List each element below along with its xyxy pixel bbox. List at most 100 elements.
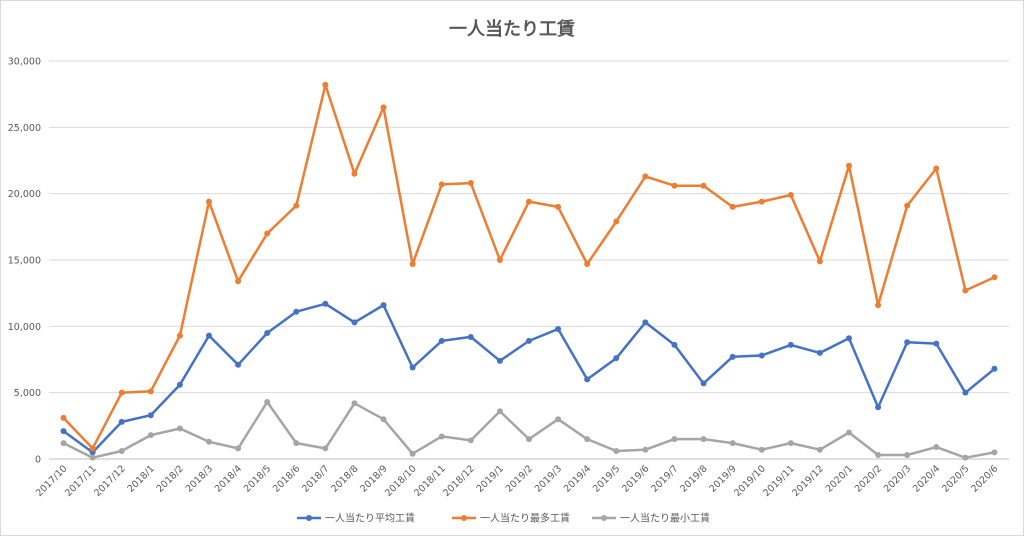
data-point [875, 404, 882, 411]
data-point [322, 81, 329, 88]
data-point [206, 438, 212, 445]
data-point [467, 333, 474, 340]
data-point [118, 448, 125, 455]
data-point [147, 412, 154, 419]
legend-marker [461, 515, 467, 521]
x-tick-label: 2020/1 [824, 463, 855, 494]
data-point [409, 364, 416, 371]
y-tick-label: 25,000 [8, 123, 41, 134]
data-point [322, 300, 329, 307]
data-point [875, 302, 882, 309]
data-point [526, 337, 532, 344]
data-point [584, 260, 591, 267]
data-point [526, 198, 532, 205]
data-point [729, 353, 736, 360]
data-point [846, 429, 852, 436]
data-point [816, 258, 823, 265]
data-point [787, 440, 794, 447]
data-point [671, 341, 678, 348]
data-point [293, 440, 300, 447]
x-tick-label: 2018/5 [242, 463, 273, 494]
data-point [846, 335, 852, 342]
data-point [60, 428, 67, 435]
data-point [729, 440, 736, 447]
data-point [496, 257, 503, 263]
data-point [526, 436, 532, 443]
data-point [700, 182, 707, 189]
data-point [758, 198, 765, 205]
data-point [293, 308, 300, 315]
data-point [671, 182, 678, 189]
y-tick-label: 0 [35, 455, 41, 466]
data-point [409, 260, 416, 267]
data-point [176, 332, 183, 339]
data-point [787, 341, 794, 348]
data-point [351, 400, 358, 407]
data-point [176, 425, 183, 432]
data-point [293, 202, 300, 209]
data-point [991, 449, 998, 456]
data-point [904, 452, 911, 459]
data-point [758, 352, 765, 359]
y-tick-label: 15,000 [8, 256, 41, 267]
data-point [613, 448, 620, 455]
series-line [62, 83, 996, 450]
data-point [962, 287, 969, 294]
data-point [467, 180, 474, 187]
x-tick-label: 2019/8 [678, 463, 709, 494]
data-point [409, 450, 416, 457]
x-tick-label: 2018/1 [126, 463, 157, 494]
gridlines [49, 60, 1009, 460]
data-point [206, 198, 212, 205]
x-tick-label: 2019/12 [790, 463, 826, 499]
data-point [875, 452, 882, 459]
x-tick-label: 2019/3 [533, 463, 564, 494]
data-point [322, 445, 329, 452]
data-point [438, 181, 445, 188]
data-point [584, 436, 591, 443]
x-tick-label: 2020/6 [969, 463, 1000, 494]
data-point [438, 337, 445, 344]
legend: 一人当たり平均工賃 一人当たり最多工賃 一人当たり最小工賃 [297, 512, 710, 525]
data-point [380, 416, 387, 423]
legend-marker [306, 515, 312, 521]
data-point [700, 436, 707, 443]
data-point [555, 325, 562, 332]
data-point [816, 349, 823, 356]
data-point [816, 446, 823, 453]
data-point [235, 445, 242, 452]
data-point [933, 444, 940, 451]
data-point [991, 274, 998, 281]
x-tick-label: 2019/5 [591, 463, 622, 494]
x-tick-label: 2020/2 [853, 463, 884, 494]
legend-label: 一人当たり平均工賃 [325, 512, 415, 525]
data-point [351, 170, 358, 177]
data-point [642, 319, 649, 326]
data-point [846, 162, 852, 169]
data-point [467, 437, 474, 444]
data-point [991, 365, 998, 372]
data-point [176, 381, 183, 388]
x-tick-label: 2020/5 [940, 463, 971, 494]
data-point [787, 191, 794, 198]
series-1 [60, 81, 998, 452]
data-point [235, 361, 242, 368]
data-point [758, 446, 765, 453]
x-tick-label: 2019/1 [475, 463, 506, 494]
data-point [933, 340, 940, 347]
legend-marker [601, 515, 607, 521]
legend-entry: 一人当たり最小工賃 [592, 512, 710, 525]
data-point [642, 446, 649, 453]
series-2 [60, 398, 998, 461]
data-point [380, 302, 387, 309]
data-point [613, 218, 620, 225]
legend-label: 一人当たり最小工賃 [620, 512, 710, 525]
x-tick-label: 2018/2 [155, 463, 186, 494]
data-point [89, 445, 96, 452]
y-tick-label: 10,000 [8, 322, 41, 333]
x-tick-label: 2018/7 [300, 463, 331, 494]
data-point [962, 454, 969, 461]
data-point [89, 454, 96, 461]
